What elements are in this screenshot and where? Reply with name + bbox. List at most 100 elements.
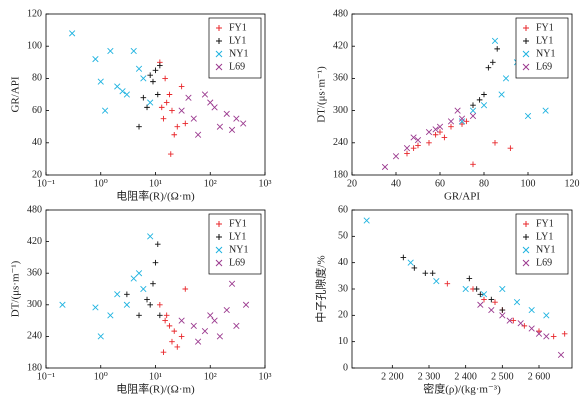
legend-marker	[215, 246, 223, 254]
y-tick-label: 240	[333, 137, 348, 148]
scatter-point	[171, 131, 178, 138]
plot-frame	[351, 13, 573, 176]
scatter-point	[381, 163, 389, 171]
scatter-point	[499, 312, 506, 319]
scatter-point	[144, 296, 150, 303]
legend-marker	[522, 246, 530, 254]
legend-marker	[523, 25, 529, 31]
scatter-point	[59, 301, 66, 308]
scatter-point	[528, 306, 535, 314]
scatter-point	[410, 145, 417, 151]
legend-marker	[216, 25, 222, 31]
x-tick-label: 10³	[259, 371, 272, 382]
legend-label: FY1	[536, 22, 554, 33]
scatter-point	[194, 131, 202, 138]
scatter-point	[415, 142, 421, 149]
scatter-point	[182, 286, 189, 292]
scatter-point	[174, 123, 181, 130]
y-axis-label: GR/API	[10, 76, 22, 112]
scatter-point	[557, 351, 565, 358]
scatter-point	[152, 259, 159, 266]
scatter-point	[521, 323, 528, 329]
x-tick-label: 10²	[204, 178, 217, 189]
legend-label: L69	[229, 257, 245, 268]
scatter-point	[190, 115, 197, 122]
scatter-point	[400, 254, 407, 261]
scatter-point	[144, 104, 150, 111]
x-tick-label: 10⁻¹	[37, 178, 55, 189]
y-tick-label: 60	[32, 105, 42, 116]
scatter-point	[147, 72, 153, 78]
scatter-point	[462, 285, 469, 293]
scatter-point	[228, 126, 236, 134]
legend-marker	[523, 38, 529, 44]
scatter-point	[444, 280, 451, 287]
x-tick-label: 10²	[204, 371, 217, 382]
scatter-point	[233, 115, 240, 122]
scatter-point	[223, 306, 230, 314]
scatter-point	[163, 312, 170, 319]
scatter-point	[69, 30, 76, 37]
scatter-point	[492, 140, 498, 146]
scatter-point	[160, 349, 167, 355]
y-tick-label: 80	[32, 73, 42, 84]
scatter-point	[363, 217, 370, 224]
y-axis-label: DT/(μs·m⁻¹)	[316, 66, 328, 123]
legend-label: FY1	[229, 218, 247, 229]
scatter-point	[130, 47, 137, 55]
scatter-point	[454, 107, 461, 114]
scatter-point	[92, 55, 99, 63]
scatter-point	[119, 88, 126, 95]
scatter-point	[207, 312, 214, 319]
x-axis-label: GR/API	[444, 191, 480, 203]
scatter-point	[535, 330, 543, 337]
scatter-point	[140, 94, 147, 101]
scatter-point	[473, 286, 480, 292]
y-tick-label: 0	[343, 362, 348, 373]
x-tick-label: 80	[479, 178, 489, 189]
scatter-point	[447, 118, 455, 125]
legend-label: L69	[536, 61, 552, 72]
scatter-point	[543, 333, 550, 340]
scatter-point	[432, 131, 439, 138]
scatter-point	[211, 104, 218, 111]
legend-marker	[522, 259, 530, 267]
x-tick-label: 40	[391, 178, 401, 189]
y-tick-label: 30	[338, 283, 348, 294]
legend-label: NY1	[229, 244, 248, 255]
y-tick-label: 180	[27, 362, 42, 373]
scatter-point	[488, 296, 495, 303]
scatter-point	[135, 65, 143, 72]
scatter-point	[154, 241, 161, 248]
y-tick-label: 100	[27, 40, 42, 51]
scatter-point	[130, 275, 137, 282]
scatter-point	[432, 126, 439, 133]
legend-label: NY1	[229, 48, 248, 59]
x-axis-label: 电阻率(R)/(Ω·m)	[116, 189, 195, 203]
legend-marker	[522, 50, 530, 58]
y-tick-label: 40	[32, 137, 42, 148]
scatter-point	[114, 83, 121, 90]
scatter-point	[147, 99, 154, 106]
scatter-point	[136, 312, 142, 319]
scatter-point	[481, 91, 487, 98]
x-tick-label: 10³	[259, 178, 272, 189]
scatter-point	[469, 112, 477, 120]
scatter-point	[154, 91, 161, 98]
scatter-point	[491, 37, 499, 44]
scatter-point	[480, 102, 488, 109]
y-tick-label: 420	[27, 236, 42, 247]
x-tick-label: 20	[347, 178, 357, 189]
x-tick-label: 2 200	[381, 371, 404, 382]
scatter-point	[492, 299, 498, 305]
legend-marker	[523, 234, 529, 240]
legend-label: L69	[536, 257, 552, 268]
scatter-point	[160, 115, 167, 122]
y-axis-label: 中子孔隙度/%	[314, 255, 328, 322]
scatter-point	[448, 123, 454, 130]
scatter-point	[433, 277, 440, 285]
x-tick-label: 120	[565, 178, 580, 189]
scatter-point	[190, 322, 197, 329]
legend-label: LY1	[229, 231, 246, 242]
